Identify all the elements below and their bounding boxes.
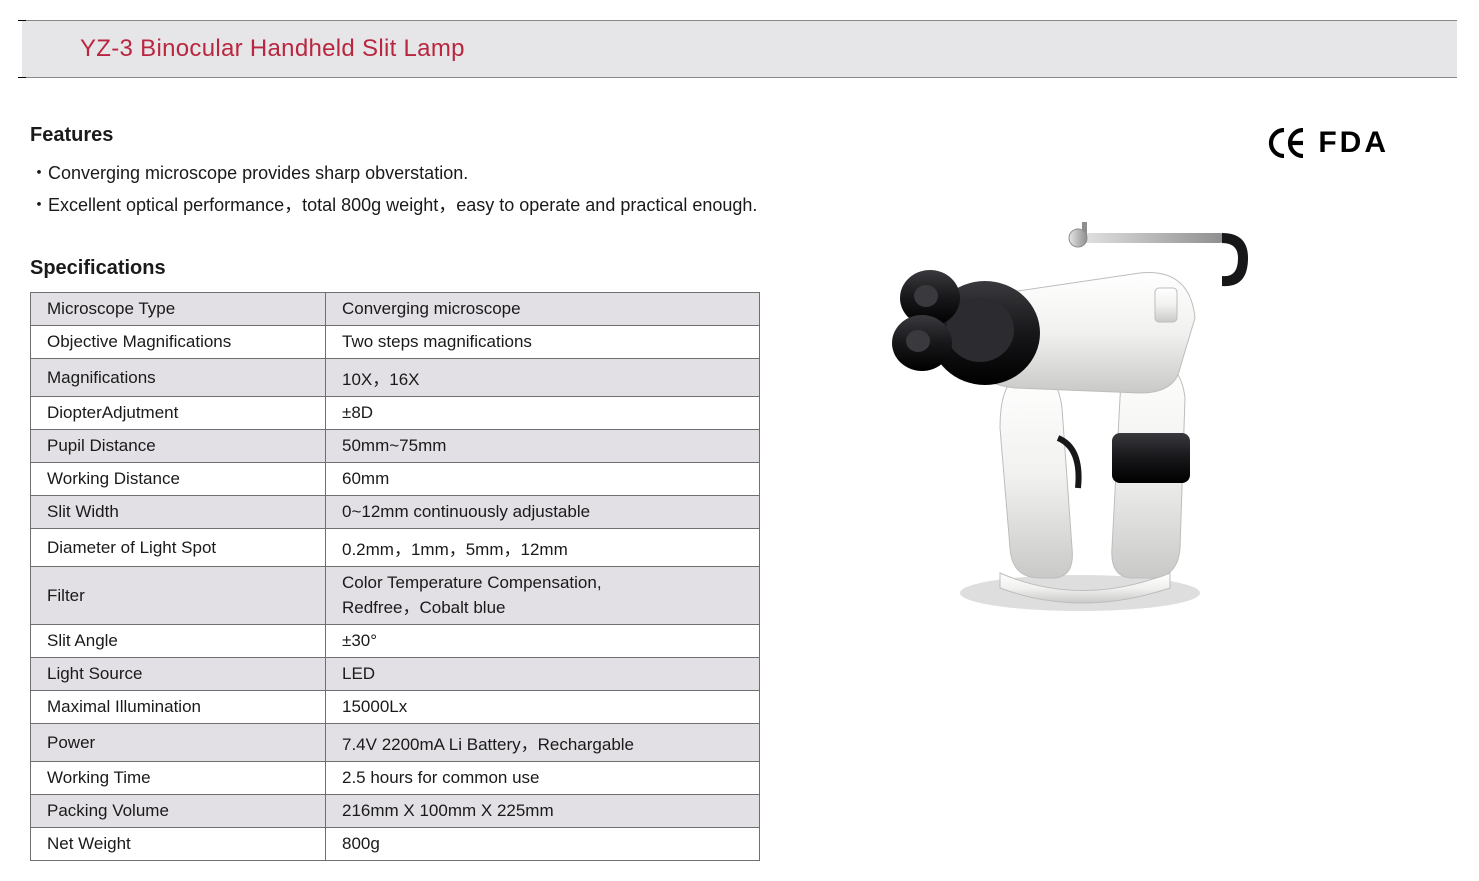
spec-label: Packing Volume — [31, 795, 326, 828]
spec-label: Microscope Type — [31, 293, 326, 326]
specs-heading: Specifications — [30, 257, 770, 280]
spec-label: Power — [31, 724, 326, 762]
spec-label: Working Distance — [31, 463, 326, 496]
spec-label: DiopterAdjutment — [31, 397, 326, 430]
spec-value: 0~12mm continuously adjustable — [326, 496, 760, 529]
spec-label: Pupil Distance — [31, 430, 326, 463]
spec-value: 2.5 hours for common use — [326, 762, 760, 795]
product-image — [850, 178, 1310, 618]
table-row: Working Distance60mm — [31, 463, 760, 496]
spec-value: 0.2mm，1mm，5mm，12mm — [326, 529, 760, 567]
table-row: Slit Width0~12mm continuously adjustable — [31, 496, 760, 529]
spec-label: Maximal Illumination — [31, 691, 326, 724]
certifications: FDA — [1268, 126, 1389, 160]
page-root: YZ-3 Binocular Handheld Slit Lamp Featur… — [0, 20, 1479, 881]
table-row: Pupil Distance50mm~75mm — [31, 430, 760, 463]
spec-value: 7.4V 2200mA Li Battery，Rechargable — [326, 724, 760, 762]
table-row: Slit Angle±30° — [31, 625, 760, 658]
spec-label: Diameter of Light Spot — [31, 529, 326, 567]
table-row: FilterColor Temperature Compensation,Red… — [31, 567, 760, 625]
spec-value: 800g — [326, 828, 760, 861]
spec-label: Slit Angle — [31, 625, 326, 658]
table-row: Net Weight800g — [31, 828, 760, 861]
spec-label: Light Source — [31, 658, 326, 691]
feature-item: ・Excellent optical performance，total 800… — [30, 191, 770, 217]
right-column: FDA — [810, 108, 1449, 861]
table-row: Objective MagnificationsTwo steps magnif… — [31, 326, 760, 359]
spec-value: LED — [326, 658, 760, 691]
spec-label: Net Weight — [31, 828, 326, 861]
spec-value: 10X，16X — [326, 359, 760, 397]
feature-item: ・Converging microscope provides sharp ob… — [30, 159, 770, 185]
spec-value: 60mm — [326, 463, 760, 496]
page-title: YZ-3 Binocular Handheld Slit Lamp — [80, 35, 465, 62]
spec-value: ±30° — [326, 625, 760, 658]
spec-label: Magnifications — [31, 359, 326, 397]
table-row: Diameter of Light Spot0.2mm，1mm，5mm，12mm — [31, 529, 760, 567]
spec-label: Objective Magnifications — [31, 326, 326, 359]
features-heading: Features — [30, 124, 770, 147]
spec-label: Slit Width — [31, 496, 326, 529]
spec-value: 216mm X 100mm X 225mm — [326, 795, 760, 828]
spec-label: Working Time — [31, 762, 326, 795]
spec-value: ±8D — [326, 397, 760, 430]
spec-value: Two steps magnifications — [326, 326, 760, 359]
spec-value: 50mm~75mm — [326, 430, 760, 463]
fda-label: FDA — [1318, 126, 1389, 160]
specs-table: Microscope TypeConverging microscopeObje… — [30, 292, 760, 861]
table-row: Maximal Illumination15000Lx — [31, 691, 760, 724]
table-row: Light SourceLED — [31, 658, 760, 691]
left-column: Features ・Converging microscope provides… — [30, 108, 770, 861]
features-list: ・Converging microscope provides sharp ob… — [30, 159, 770, 217]
spec-value: Converging microscope — [326, 293, 760, 326]
table-row: Packing Volume216mm X 100mm X 225mm — [31, 795, 760, 828]
table-row: Microscope TypeConverging microscope — [31, 293, 760, 326]
table-row: Power7.4V 2200mA Li Battery，Rechargable — [31, 724, 760, 762]
ce-mark-icon — [1268, 128, 1306, 158]
table-row: Working Time2.5 hours for common use — [31, 762, 760, 795]
spec-value: 15000Lx — [326, 691, 760, 724]
spec-value: Color Temperature Compensation,Redfree，C… — [326, 567, 760, 625]
title-bar: YZ-3 Binocular Handheld Slit Lamp — [22, 20, 1457, 78]
table-row: Magnifications10X，16X — [31, 359, 760, 397]
table-row: DiopterAdjutment±8D — [31, 397, 760, 430]
spec-label: Filter — [31, 567, 326, 625]
content-area: Features ・Converging microscope provides… — [0, 78, 1479, 861]
